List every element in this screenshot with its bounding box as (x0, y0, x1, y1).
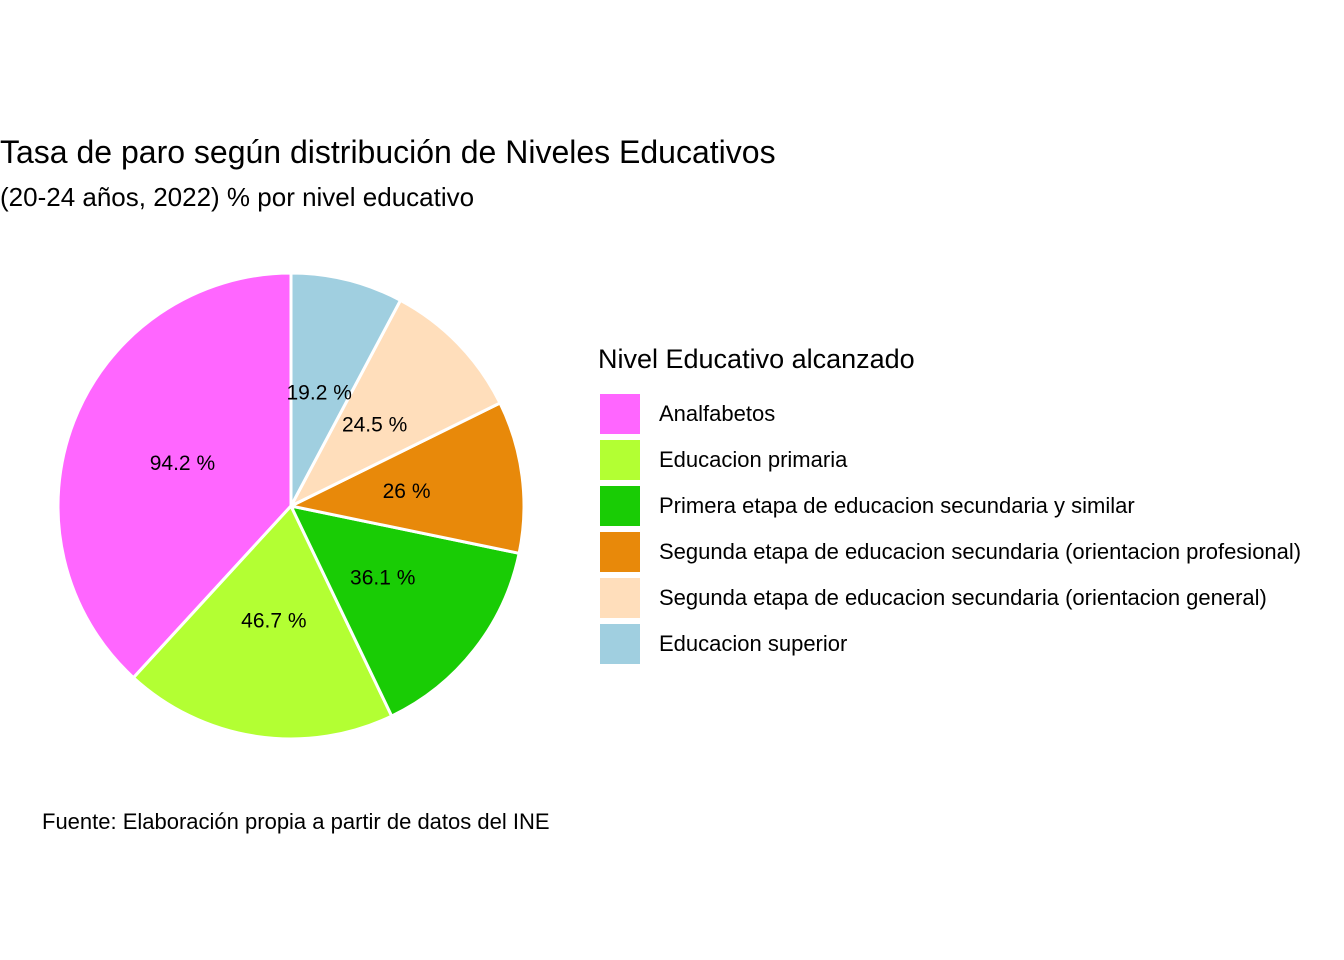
pie-label-educacion-primaria: 46.7 % (241, 610, 306, 633)
legend-swatch (600, 624, 640, 664)
legend-label: Segunda etapa de educacion secundaria (o… (659, 539, 1302, 564)
legend-item: Educacion superior (598, 621, 1301, 667)
pie-slice-educacion-superior (289, 271, 402, 508)
pie-slices (56, 271, 526, 741)
legend-label: Educacion superior (659, 631, 848, 656)
legend-label: Analfabetos (659, 401, 776, 426)
pie-label-primera-etapa-de-educacion-secundaria-y-similar: 36.1 % (350, 566, 415, 589)
legend-swatch (600, 532, 640, 572)
legend-items: Analfabetos Educacion primaria Primera eta… (598, 391, 1301, 667)
pie-slice-educacion-primaria (131, 504, 394, 741)
legend-item: Analfabetos (598, 391, 1301, 437)
legend: Nivel Educativo alcanzado Analfabetos Edu… (598, 344, 1301, 667)
legend-item: Primera etapa de educacion secundaria y … (598, 483, 1301, 529)
legend-label: Primera etapa de educacion secundaria y … (659, 493, 1135, 518)
chart-caption: Fuente: Elaboración propia a partir de d… (42, 809, 550, 834)
legend-swatch (600, 440, 640, 480)
pie-label-segunda-etapa-de-educacion-secundaria-orientacion-general: 24.5 % (342, 413, 407, 436)
pie-label-segunda-etapa-de-educacion-secundaria-orientacion-profesional: 26 % (383, 480, 431, 503)
legend-swatch (600, 394, 640, 434)
legend-label: Segunda etapa de educacion secundaria (o… (659, 585, 1267, 610)
legend-title: Nivel Educativo alcanzado (598, 344, 915, 374)
legend-swatch (600, 486, 640, 526)
legend-item: Educacion primaria (598, 437, 1301, 483)
legend-item: Segunda etapa de educacion secundaria (o… (598, 529, 1301, 575)
legend-swatch (600, 578, 640, 618)
pie-slice-segunda-etapa-de-educacion-secundaria-orientacion-profesional (289, 401, 526, 555)
pie-slice-analfabetos (56, 271, 293, 680)
chart-title: Tasa de paro según distribución de Nivel… (0, 134, 776, 170)
pie-slice-segunda-etapa-de-educacion-secundaria-orientacion-general (289, 298, 502, 508)
pie-slice-primera-etapa-de-educacion-secundaria-y-similar (289, 504, 521, 718)
pie-label-analfabetos: 94.2 % (150, 452, 215, 475)
pie-label-educacion-superior: 19.2 % (287, 381, 352, 404)
legend-item: Segunda etapa de educacion secundaria (o… (598, 575, 1301, 621)
chart-subtitle: (20-24 años, 2022) % por nivel educativo (0, 182, 475, 212)
pie-labels: 94.2 % 46.7 % 36.1 % 26 % 24.5 % 19.2 % (150, 381, 431, 632)
pie-chart: 94.2 % 46.7 % 36.1 % 26 % 24.5 % 19.2 % (56, 271, 526, 741)
legend-label: Educacion primaria (659, 447, 848, 472)
